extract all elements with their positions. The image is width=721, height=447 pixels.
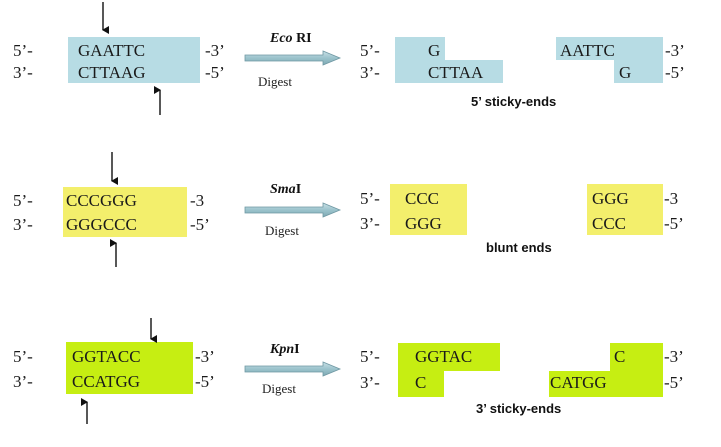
kpni-before-top-right: -3’ (195, 347, 215, 366)
smai-before-bottom-left: 3’- (13, 215, 33, 234)
kpni-before-top-seq: GGTACC (72, 347, 141, 366)
smai-after-right-top-seq: GGG (592, 189, 629, 208)
ecori-after-bottom-right: -5’ (665, 63, 685, 82)
kpni-right-fragment (549, 343, 663, 397)
ecori-after-left-top-seq: G (428, 41, 440, 60)
smai-after-bottom-left: 3’- (360, 214, 380, 233)
ecori-caption: 5’ sticky-ends (471, 94, 556, 109)
smai-site-box (63, 187, 187, 237)
smai-digest-arrow (244, 202, 342, 218)
smai-before-top-right: -3 (190, 191, 204, 210)
ecori-right-fragment (556, 37, 663, 83)
kpni-after-left-top-seq: GGTAC (415, 347, 472, 366)
ecori-left-fragment (395, 37, 503, 83)
kpni-digest-arrow (244, 361, 342, 377)
ecori-after-top-left: 5’- (360, 41, 380, 60)
smai-caption: blunt ends (486, 240, 552, 255)
kpni-caption: 3’ sticky-ends (476, 401, 561, 416)
row-kpni: 5’- GGTACC -3’ 3’- CCATGG -5’ KpnI Diges… (13, 318, 684, 424)
smai-left-fragment (390, 184, 467, 235)
kpni-before-bottom-right: -5’ (195, 372, 215, 391)
smai-after-bottom-right: -5’ (664, 214, 684, 233)
ecori-after-left-bottom-seq: CTTAA (428, 63, 484, 82)
ecori-after-right-bottom-seq: G (619, 63, 631, 82)
row-ecori: 5’- GAATTC -3’ 3’- CTTAAG -5’ Eco RI Dig… (13, 2, 685, 115)
ecori-digest-arrow (244, 50, 342, 66)
smai-after-top-left: 5’- (360, 189, 380, 208)
smai-after-left-top-seq: CCC (405, 189, 439, 208)
ecori-enzyme-label: Eco RI (269, 31, 312, 46)
ecori-digest-label: Digest (258, 74, 292, 89)
row-smai: 5’- CCCGGG -3 3’- GGGCCC -5’ SmaI Digest… (13, 152, 684, 267)
kpni-before-bottom-seq: CCATGG (72, 372, 140, 391)
ecori-after-bottom-left: 3’- (360, 63, 380, 82)
ecori-after-right-top-seq: AATTC (560, 41, 615, 60)
ecori-after-top-right: -3’ (665, 41, 685, 60)
smai-after-left-bottom-seq: GGG (405, 214, 442, 233)
kpni-after-right-top-seq: C (614, 347, 625, 366)
kpni-before-top-left: 5’- (13, 347, 33, 366)
kpni-after-top-left: 5’- (360, 347, 380, 366)
kpni-left-fragment (398, 343, 500, 397)
smai-enzyme-label: SmaI (270, 182, 301, 197)
smai-after-right-bottom-seq: CCC (592, 214, 626, 233)
ecori-before-top-right: -3’ (205, 41, 225, 60)
kpni-after-bottom-right: -5’ (664, 373, 684, 392)
kpni-before-bottom-left: 3’- (13, 372, 33, 391)
ecori-site-box (68, 37, 200, 83)
smai-before-top-left: 5’- (13, 191, 33, 210)
ecori-before-bottom-right: -5’ (205, 63, 225, 82)
kpni-after-left-bottom-seq: C (415, 373, 426, 392)
smai-after-top-right: -3 (664, 189, 678, 208)
ecori-before-bottom-left: 3’- (13, 63, 33, 82)
kpni-site-box (66, 342, 193, 394)
ecori-before-top-seq: GAATTC (78, 41, 145, 60)
ecori-before-top-left: 5’- (13, 41, 33, 60)
kpni-digest-label: Digest (262, 381, 296, 396)
smai-digest-label: Digest (265, 223, 299, 238)
kpni-enzyme-label: KpnI (269, 342, 300, 357)
ecori-before-bottom-seq: CTTAAG (78, 63, 146, 82)
smai-before-bottom-right: -5’ (190, 215, 210, 234)
kpni-after-right-bottom-seq: CATGG (550, 373, 607, 392)
smai-before-top-seq: CCCGGG (66, 191, 137, 210)
kpni-after-bottom-left: 3’- (360, 373, 380, 392)
smai-right-fragment (587, 184, 663, 235)
kpni-after-top-right: -3’ (664, 347, 684, 366)
smai-before-bottom-seq: GGGCCC (66, 215, 137, 234)
